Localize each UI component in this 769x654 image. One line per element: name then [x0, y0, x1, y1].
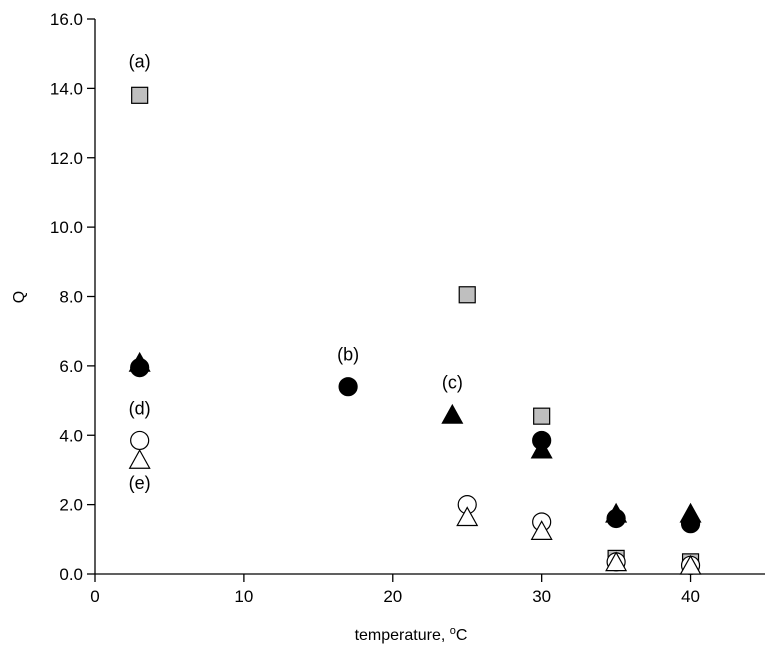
triangle-point — [530, 438, 553, 459]
y-tick-label: 16.0 — [50, 10, 83, 29]
y-tick-label: 2.0 — [59, 496, 83, 515]
y-tick-label: 6.0 — [59, 357, 83, 376]
y-tick-label: 14.0 — [50, 79, 83, 98]
triangle-point — [128, 351, 151, 372]
triangle-point — [605, 502, 628, 523]
circle-point — [338, 377, 358, 397]
x-tick-label: 10 — [234, 587, 253, 606]
triangle-point — [679, 554, 702, 575]
annotation-label: (d) — [129, 398, 151, 418]
series-1 — [131, 86, 700, 571]
y-tick-label: 10.0 — [50, 218, 83, 237]
triangle-point — [456, 506, 479, 527]
x-tick-label: 20 — [383, 587, 402, 606]
x-tick-label: 30 — [532, 587, 551, 606]
square-point — [131, 86, 149, 104]
axes: 0.0 2.0 4.0 6.0 8.0 10.0 12.0 14.0 16.0 0 10 20 30 40 — [50, 10, 765, 606]
annotation-label: (e) — [129, 473, 151, 493]
y-axis-title: Q — [11, 291, 28, 303]
square-point — [533, 407, 551, 425]
triangle-point — [128, 449, 151, 469]
y-tick-label: 0.0 — [59, 565, 83, 584]
triangle-point — [605, 551, 628, 572]
x-tick-label: 0 — [90, 587, 99, 606]
y-tick-label: 4.0 — [59, 426, 83, 445]
annotation-label: (c) — [442, 372, 463, 392]
triangle-point — [530, 520, 553, 540]
series-3 — [128, 351, 702, 523]
annotation-label: (b) — [337, 345, 359, 365]
x-tick-label: 40 — [681, 587, 700, 606]
square-point — [458, 286, 476, 304]
annotation-label: (a) — [129, 52, 151, 72]
triangle-point — [679, 502, 702, 523]
circle-point — [130, 430, 150, 451]
annotations: (a) (b) (c) (d) (e) — [129, 52, 463, 493]
y-tick-label: 8.0 — [59, 288, 83, 307]
y-tick-label: 12.0 — [50, 149, 83, 168]
data-marks — [128, 86, 702, 575]
series-4 — [130, 430, 701, 575]
x-axis-title: temperature, oC — [355, 625, 468, 644]
series-5 — [128, 449, 702, 575]
triangle-point — [441, 403, 464, 424]
